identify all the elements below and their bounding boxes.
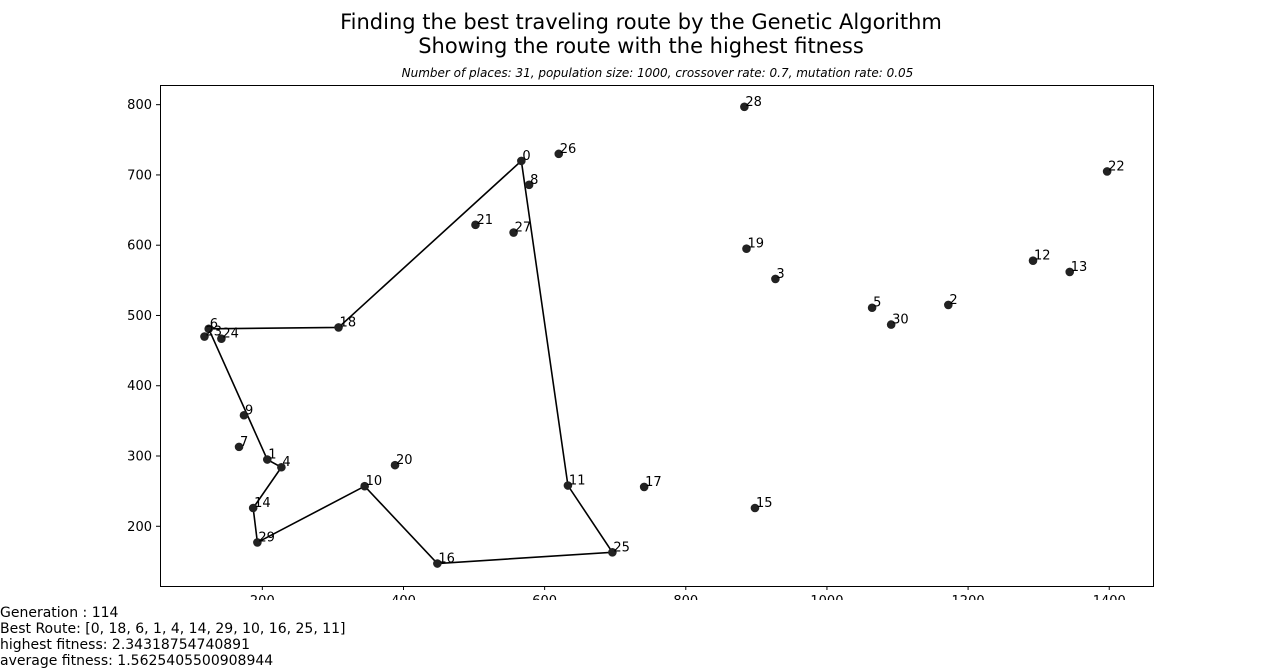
best-route-line [207,160,614,565]
route-plot: 2004006008001000120014002003004005006007… [127,85,1154,600]
city-label: 16 [438,552,455,567]
city-point [867,303,877,313]
city-point [524,180,534,190]
city-label: 29 [258,530,275,545]
city-label: 25 [613,540,630,555]
city-point [639,482,649,492]
city-point [517,156,526,166]
city-point [886,320,896,329]
city-point [554,149,564,159]
y-tick-label: 600 [127,239,152,254]
y-tick-label: 800 [127,98,152,113]
city-point [740,102,749,112]
city-point [248,503,258,513]
city-point [360,481,369,491]
highest-fitness-text: highest fitness: 2.34318754740891 [0,637,250,653]
x-tick-label: 1000 [810,594,843,600]
city-point [563,481,573,490]
x-tick-label: 200 [250,594,275,600]
y-tick-label: 300 [127,450,152,465]
city-label: 26 [560,142,577,157]
y-tick-label: 500 [127,309,152,324]
best-route-text: Best Route: [0, 18, 6, 1, 4, 14, 29, 10,… [0,621,346,637]
chart-title-line-2: Showing the route with the highest fitne… [418,34,864,58]
city-point [1065,267,1075,277]
city-point [771,274,780,284]
city-point [239,410,249,420]
city-label: 3 [776,267,784,282]
city-label: 5 [873,296,881,311]
city-label: 0 [522,149,530,164]
y-tick-label: 400 [127,379,152,394]
y-tick-label: 200 [127,520,152,535]
city-label: 4 [282,455,290,470]
x-tick-label: 800 [673,594,698,600]
chart-subtitle: Number of places: 31, population size: 1… [401,66,914,80]
city-label: 8 [530,173,538,188]
generation-text: Generation : 114 [0,605,119,621]
city-point [277,462,286,472]
city-point [608,547,617,557]
axis-ticks: 2004006008001000120014002003004005006007… [127,98,1126,600]
city-point [217,334,226,343]
city-label: 7 [240,435,248,450]
city-point [742,244,751,254]
city-label: 24 [222,327,239,342]
city-label: 15 [756,496,773,511]
city-label: 2 [949,293,957,308]
average-fitness-text: average fitness: 1.5625405500908944 [0,653,274,669]
x-tick-label: 1400 [1093,594,1126,600]
city-point [750,503,760,513]
city-label: 30 [892,313,909,328]
city-label: 17 [645,475,662,490]
city-label: 1 [268,448,276,463]
city-point [262,455,272,464]
x-tick-label: 1200 [952,594,985,600]
city-point [1028,256,1038,265]
city-label: 22 [1108,159,1125,174]
city-point [1102,167,1112,176]
x-tick-label: 600 [532,594,557,600]
city-point [200,332,209,341]
city-point [204,324,213,334]
city-point [944,300,953,310]
city-point [334,323,343,332]
chart-title-line-1: Finding the best traveling route by the … [340,10,942,34]
city-point [253,538,262,547]
city-point [471,220,480,230]
city-point [509,228,518,237]
city-label: 14 [254,496,271,511]
city-label: 19 [747,237,764,252]
city-label: 18 [340,315,357,330]
x-tick-label: 400 [391,594,416,600]
city-label: 21 [476,213,493,228]
city-label: 6 [210,317,218,332]
city-label: 9 [245,403,253,418]
city-label: 12 [1034,249,1051,264]
city-label: 13 [1071,260,1088,275]
city-point [390,460,400,470]
city-points [200,102,1112,568]
y-tick-label: 700 [127,168,152,183]
city-label: 11 [569,474,586,489]
city-point [433,559,442,568]
route-lines [207,160,614,565]
city-label: 20 [396,453,413,468]
city-label: 23 [205,325,222,340]
plot-frame [160,85,1154,587]
city-point [234,442,244,452]
city-label: 27 [515,221,532,236]
city-label: 28 [745,95,762,110]
city-label: 10 [366,474,383,489]
